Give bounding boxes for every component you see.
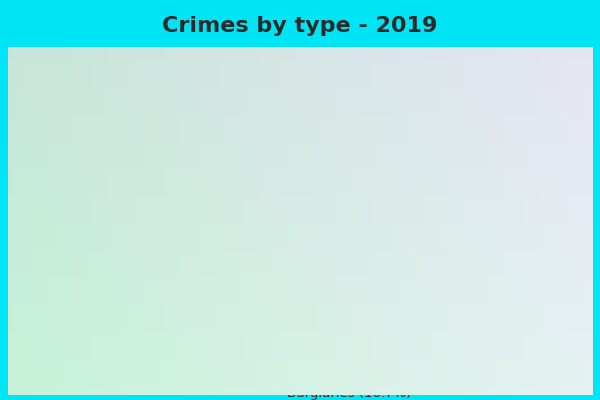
Wedge shape (169, 54, 285, 306)
Wedge shape (285, 54, 385, 222)
Text: Rapes (33.3%): Rapes (33.3%) (359, 152, 504, 280)
Wedge shape (285, 138, 401, 390)
Text: Assaults (33.3%): Assaults (33.3%) (128, 164, 241, 287)
Text: Thefts (16.7%): Thefts (16.7%) (128, 71, 324, 116)
Text: Crimes by type - 2019: Crimes by type - 2019 (163, 16, 437, 36)
Wedge shape (185, 222, 285, 390)
Text: Burglaries (16.7%): Burglaries (16.7%) (245, 328, 411, 400)
